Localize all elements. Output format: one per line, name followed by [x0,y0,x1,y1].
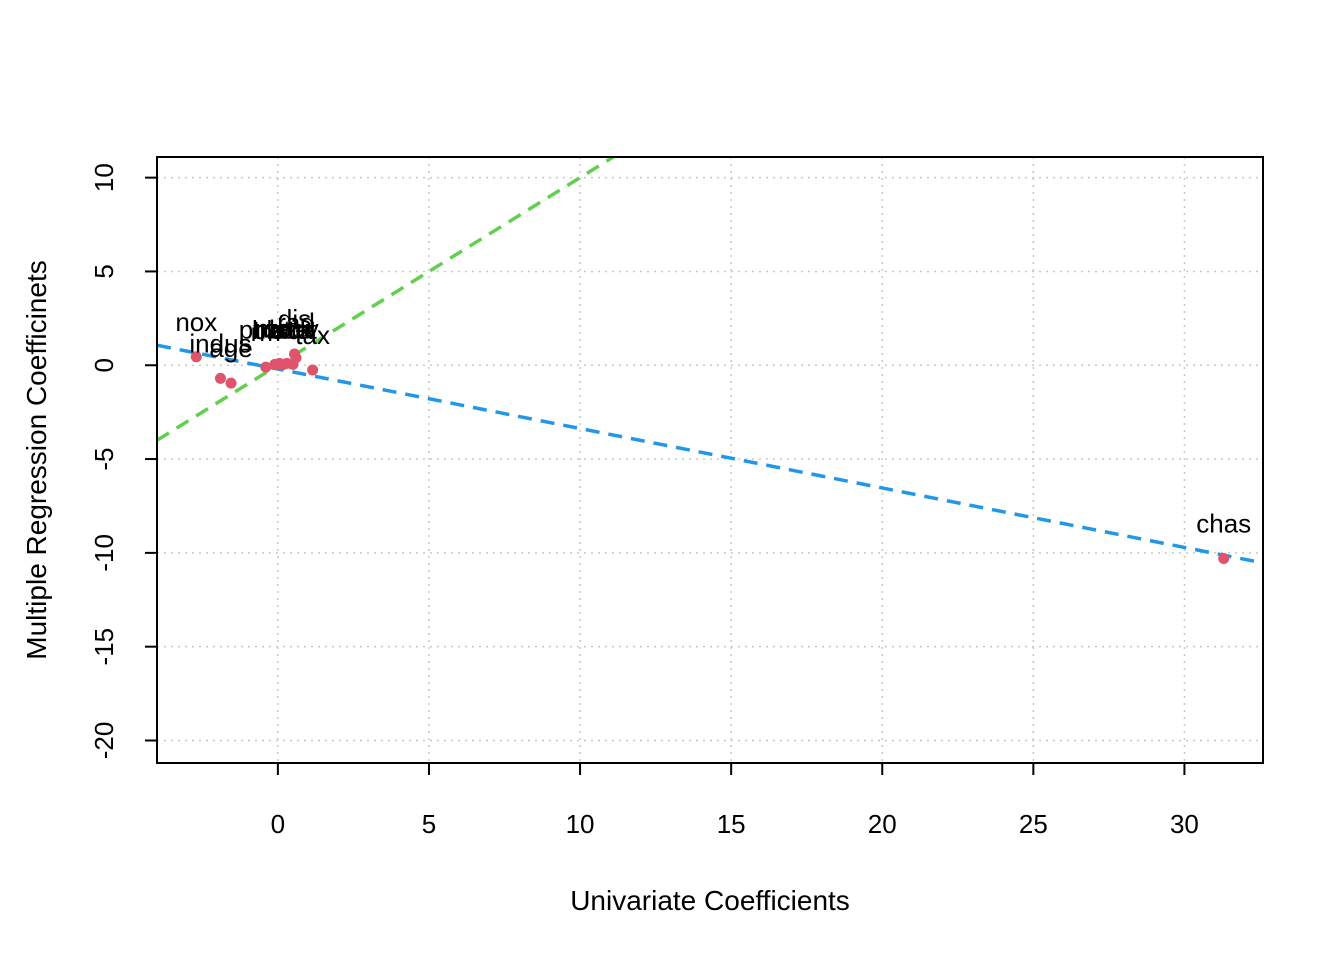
data-point [1218,552,1230,564]
data-point [273,357,285,369]
grid-lines [157,157,1263,763]
point-label: rm [251,317,281,347]
plot-frame [156,156,1264,764]
data-point [260,361,272,373]
point-label: lstat [269,314,317,344]
data-point [225,377,237,389]
x-tick-label: 15 [717,809,746,839]
identity-line [157,157,617,442]
data-points [190,348,1230,564]
point-labels: noxindusagermptratioblacklstatdisradtaxm… [175,304,1251,539]
data-point [214,372,226,384]
point-label: tax [295,320,330,350]
x-tick-label: 5 [422,809,436,839]
y-tick-label: -5 [89,447,119,470]
x-tick-label: 10 [566,809,595,839]
x-tick-label: 20 [868,809,897,839]
y-tick-label: -20 [89,722,119,760]
x-axis: 0 5 10 15 20 25 30 [271,763,1199,839]
regression-line [157,343,1263,565]
y-tick-label: -10 [89,534,119,572]
point-label: dis [278,304,311,334]
y-tick-label: 5 [89,264,119,278]
point-label: zn [266,313,293,343]
y-axis: -20 -15 -10 -5 0 5 10 [89,163,157,759]
point-label: nox [175,307,217,337]
point-label: indus [189,328,251,358]
data-point [307,364,319,376]
y-axis-title: Multiple Regression Coefficinets [21,260,52,659]
point-label: chas [1196,508,1251,538]
y-tick-label: 10 [89,163,119,192]
reference-lines [157,157,1263,565]
x-tick-label: 30 [1170,809,1199,839]
y-tick-label: -15 [89,628,119,666]
point-label: age [209,333,252,363]
data-point [281,357,293,369]
point-label: black [252,315,314,345]
x-axis-title: Univariate Coefficients [570,885,850,916]
x-tick-label: 0 [271,809,285,839]
data-point [290,352,302,364]
y-tick-label: 0 [89,358,119,372]
point-label: rad [277,308,315,338]
data-point [190,351,202,363]
point-label: ptratio [239,314,311,344]
x-tick-label: 25 [1019,809,1048,839]
point-label: medv [255,313,319,343]
